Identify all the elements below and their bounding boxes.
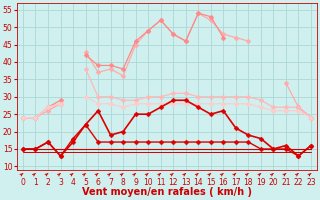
X-axis label: Vent moyen/en rafales ( km/h ): Vent moyen/en rafales ( km/h ) <box>82 187 252 197</box>
